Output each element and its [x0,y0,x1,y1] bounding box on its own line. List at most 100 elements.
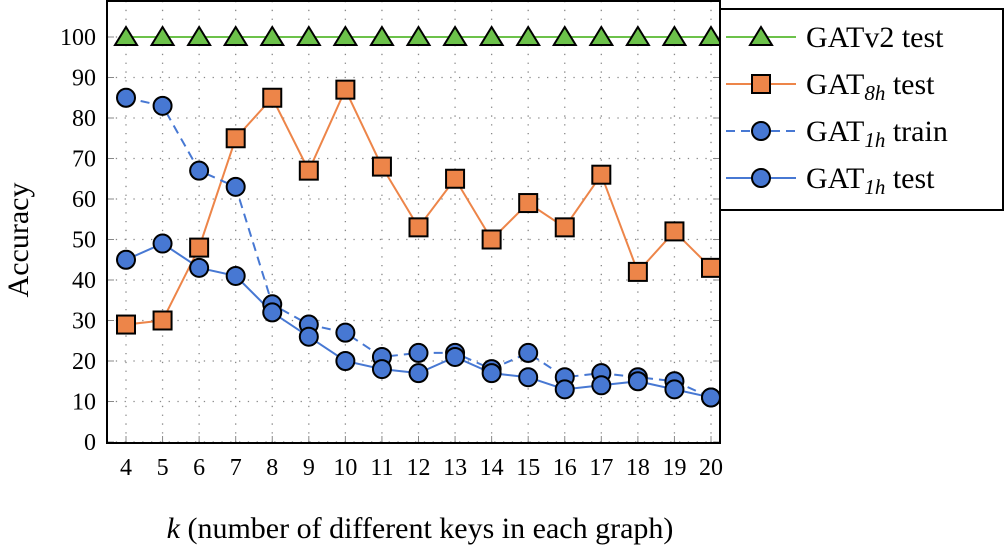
data-point-gat1h-test [262,302,283,323]
data-point-gat1h-train [335,322,356,343]
data-point-gatv2-test [259,25,286,46]
y-tick-label: 30 [72,309,96,335]
data-point-gat8h-test [371,156,392,177]
data-point-gat1h-test [518,367,539,388]
x-tick-label: 19 [662,455,686,481]
y-axis-label: Accuracy [2,183,35,298]
plot-frame [106,0,721,444]
data-point-gatv2-test [149,25,176,46]
data-point-gat1h-test [335,351,356,371]
legend-label-gat1h-train: GAT1h train [806,115,948,152]
data-point-gatv2-test [186,25,212,46]
data-point-gat1h-test [225,265,246,286]
x-axis-label: k (number of different keys in each grap… [167,512,674,545]
data-point-gat1h-test [445,346,466,367]
legend: GATv2 test GAT8h test GAT1h train GAT1h tes… [719,8,1004,211]
legend-label-gatv2-test: GATv2 test [806,21,944,54]
data-point-gat1h-train [225,176,246,197]
data-point-gatv2-test [698,25,724,46]
x-tick-label: 17 [589,455,613,481]
data-point-gatv2-test [332,25,359,46]
x-tick-label: 5 [157,455,169,481]
data-point-gat1h-test [116,249,136,270]
y-tick-label: 100 [60,25,96,51]
y-tick-label: 40 [72,268,96,294]
legend-label-gat8h-test: GAT8h test [806,68,935,105]
data-point-gat8h-test [152,310,173,331]
y-tick-label: 50 [72,228,96,254]
x-tick-label: 8 [266,455,278,481]
series-line-gat1h-train [125,96,712,399]
legend-marker-gat8h-test [751,74,771,94]
data-point-gat8h-test [225,128,246,149]
y-tick-label: 60 [72,187,96,213]
data-point-gat1h-test [298,326,319,347]
data-point-gat1h-test [701,387,721,408]
y-tick-label: 90 [72,66,96,92]
y-tick-label: 20 [72,349,96,375]
data-point-gat8h-test [664,221,685,242]
y-tick-label: 80 [72,106,96,132]
data-point-gat8h-test [627,261,648,282]
data-point-gat8h-test [116,314,136,335]
data-point-gat1h-test [591,375,612,396]
data-point-gat1h-train [408,342,429,363]
legend-marker-gatv2-test [748,25,774,46]
x-tick-label: 6 [193,455,205,481]
y-tick-label: 70 [72,147,96,173]
data-point-gatv2-test [551,25,578,46]
data-point-gat1h-test [189,257,210,278]
x-tick-label: 20 [699,455,723,481]
data-point-gatv2-test [515,25,541,46]
data-point-gat8h-test [518,193,539,214]
series-markers [113,25,724,408]
x-tick-label: 10 [333,455,357,481]
data-point-gat1h-test [554,379,575,400]
x-tick-label: 7 [230,455,242,481]
x-tick-label: 14 [480,455,504,481]
x-tick-label: 16 [553,455,577,481]
legend-marker-gat1h-test [751,168,771,188]
data-point-gat1h-train [152,95,173,116]
x-tick-label: 4 [120,455,132,481]
data-point-gatv2-test [405,25,432,46]
data-point-gatv2-test [661,25,688,46]
data-point-gatv2-test [369,25,395,46]
data-point-gat8h-test [335,79,356,100]
x-tick-label: 9 [303,455,315,481]
data-point-gatv2-test [113,25,139,46]
data-point-gat1h-test [408,363,429,384]
legend-marker-gat1h-train [751,121,771,141]
x-tick-label: 11 [370,455,393,481]
x-tick-label: 15 [516,455,540,481]
data-point-gat1h-test [664,379,685,400]
axis-ticks: 4 5 6 7 8 9 10 11 12 13 14 15 16 17 18 19 20 0 10 20 30 40 50 6… [60,25,723,481]
x-tick-label: 13 [443,455,467,481]
data-point-gatv2-test [222,25,249,46]
data-point-gat8h-test [554,217,575,238]
y-tick-label: 0 [84,430,96,456]
data-point-gat1h-train [189,160,210,181]
data-point-gat8h-test [408,217,429,238]
data-point-gatv2-test [588,25,615,46]
data-point-gat1h-test [371,359,392,380]
data-point-gatv2-test [442,25,468,46]
data-point-gat1h-train [518,342,539,363]
y-tick-label: 10 [72,390,96,416]
data-point-gat8h-test [189,237,210,258]
data-point-gatv2-test [625,25,651,46]
data-point-gat8h-test [298,160,319,181]
x-tick-label: 18 [626,455,650,481]
data-point-gat8h-test [445,168,466,189]
data-point-gat8h-test [262,87,283,108]
data-point-gat8h-test [701,257,721,278]
data-point-gat1h-test [481,363,502,384]
data-point-gatv2-test [478,25,505,46]
legend-label-gat1h-test: GAT1h test [806,162,935,199]
data-point-gatv2-test [296,25,322,46]
x-tick-label: 12 [407,455,431,481]
data-point-gat8h-test [591,164,612,185]
data-point-gat1h-test [152,233,173,254]
data-point-gat1h-train [116,87,136,108]
